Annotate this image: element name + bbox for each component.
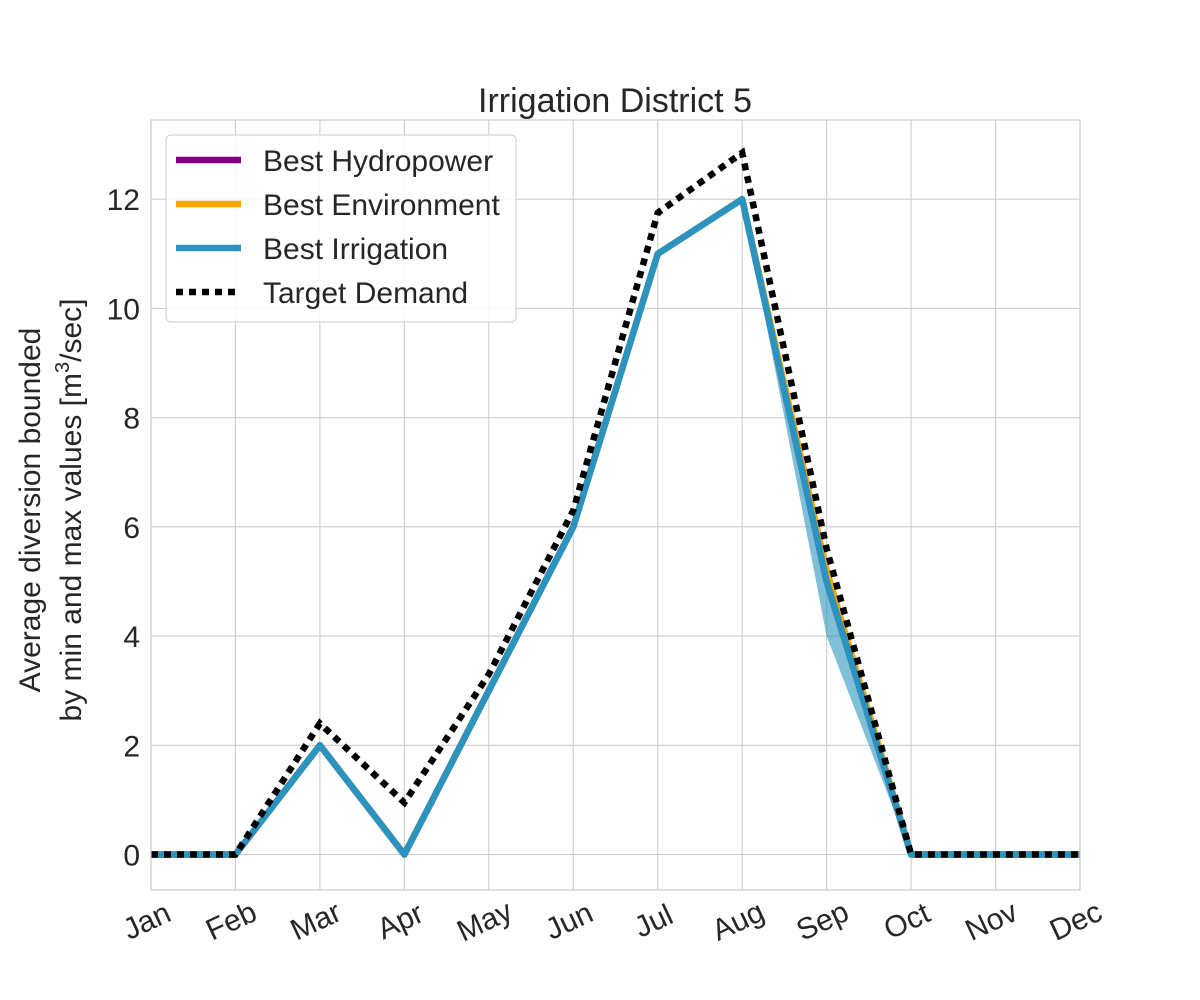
y-axis-label-line1: Average diversion bounded xyxy=(14,328,47,693)
y-tick-label: 4 xyxy=(123,621,140,654)
series-line xyxy=(151,195,1080,858)
x-tick-label: Jan xyxy=(118,896,176,946)
legend-label: Target Demand xyxy=(263,277,468,310)
y-tick-label: 0 xyxy=(123,840,140,873)
series-line xyxy=(151,147,1080,858)
y-tick-labels: 0 2 4 6 8 10 12 xyxy=(107,184,140,872)
x-tick-label: May xyxy=(452,894,517,948)
y-tick-label: 6 xyxy=(123,512,140,545)
x-tick-labels: Jan Feb Mar Apr May Jun Jul Aug Sep Oct Nov Dec xyxy=(118,894,1107,948)
x-tick-label: Sep xyxy=(791,895,853,947)
y-tick-label: 10 xyxy=(107,293,140,326)
range-band xyxy=(151,199,1080,855)
x-tick-label: Mar xyxy=(286,896,347,948)
legend-label: Best Environment xyxy=(263,189,500,222)
y-tick-label: 2 xyxy=(123,730,140,763)
y-axis-label: Average diversion bounded by min and max… xyxy=(14,299,88,722)
x-tick-label: Dec xyxy=(1045,895,1107,947)
chart-title: Irrigation District 5 xyxy=(478,82,752,120)
series-lines xyxy=(151,147,1080,858)
x-tick-label: Nov xyxy=(960,895,1022,947)
x-tick-label: Oct xyxy=(879,896,936,946)
y-axis-label-line2: by min and max values [m3/sec] xyxy=(52,299,88,722)
y-tick-label: 12 xyxy=(107,184,140,217)
legend-label: Best Hydropower xyxy=(263,145,493,178)
y-tick-label: 8 xyxy=(123,403,140,436)
irrigation-range-band xyxy=(151,199,1080,855)
plot-frame xyxy=(150,119,1081,891)
x-tick-label: Feb xyxy=(201,896,262,948)
legend: Best Hydropower Best Environment Best Irri… xyxy=(165,134,517,323)
legend-label: Best Irrigation xyxy=(263,233,448,266)
legend-box xyxy=(165,134,517,323)
x-tick-label: Jun xyxy=(540,896,598,946)
x-tick-label: Apr xyxy=(372,897,428,947)
x-tick-label: Aug xyxy=(707,895,769,947)
x-tick-label: Jul xyxy=(629,898,678,944)
